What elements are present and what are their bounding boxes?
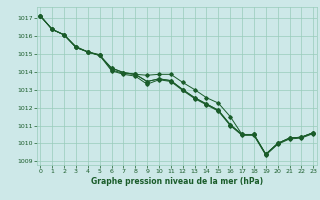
X-axis label: Graphe pression niveau de la mer (hPa): Graphe pression niveau de la mer (hPa) bbox=[91, 177, 263, 186]
